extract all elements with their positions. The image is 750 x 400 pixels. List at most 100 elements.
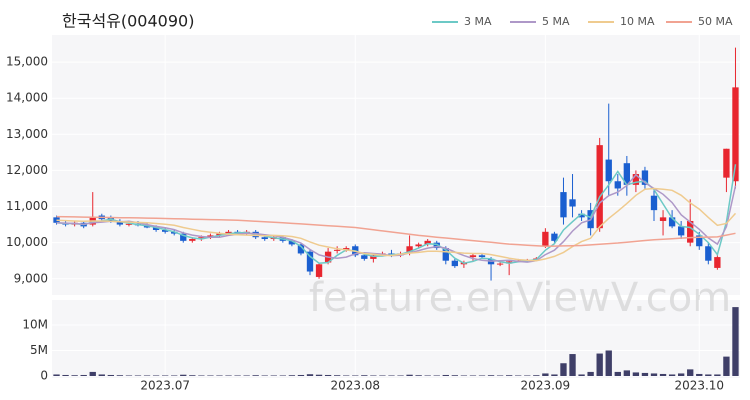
candle-body xyxy=(542,231,549,247)
volume-bar xyxy=(659,373,667,376)
volume-bar xyxy=(225,375,232,376)
candle-body xyxy=(677,226,685,236)
volume-bar xyxy=(397,375,404,376)
candle-body xyxy=(171,231,178,234)
candle-body xyxy=(659,217,667,221)
volume-bar xyxy=(288,375,296,376)
ma-line xyxy=(56,215,736,248)
volume-bar xyxy=(143,375,151,376)
volume-bar xyxy=(134,375,142,376)
volume-bar xyxy=(596,353,603,376)
volume-bar xyxy=(352,375,359,376)
candle-body xyxy=(288,240,296,245)
volume-bar xyxy=(125,375,133,376)
volume-bar xyxy=(687,369,694,376)
x-tick-label: 2023.10 xyxy=(674,379,724,393)
volume-bar xyxy=(614,371,621,376)
legend-label: 3 MA xyxy=(464,15,492,28)
volume-panel xyxy=(52,300,740,378)
candle-body xyxy=(333,249,341,251)
candle-body xyxy=(152,227,160,230)
candle-body xyxy=(560,192,567,218)
candle-body xyxy=(623,163,631,185)
volume-bar xyxy=(62,374,69,376)
volume-bar xyxy=(469,375,477,376)
candle-body xyxy=(551,233,558,241)
volume-bar xyxy=(533,375,540,376)
volume-bar xyxy=(587,371,594,376)
volume-bar xyxy=(297,374,305,376)
volume-bar xyxy=(315,374,323,376)
candle-body xyxy=(161,230,169,232)
volume-bar xyxy=(189,375,196,376)
candle-body xyxy=(442,248,449,261)
candle-body xyxy=(406,246,413,254)
watermark: feature.enViewV.com xyxy=(309,275,731,321)
x-tick-label: 2023.09 xyxy=(521,379,571,393)
volume-bar xyxy=(641,372,649,376)
candle-body xyxy=(668,217,676,227)
candle-body xyxy=(216,233,223,236)
y2-tick-label: 0 xyxy=(40,369,48,383)
volume-bar xyxy=(361,375,368,376)
volume-bar xyxy=(53,374,60,376)
volume-bar xyxy=(677,373,685,376)
volume-bar xyxy=(705,374,712,376)
x-tick-label: 2023.07 xyxy=(140,379,190,393)
volume-bar xyxy=(80,374,87,376)
volume-bar xyxy=(578,374,585,376)
ma-line xyxy=(56,187,737,262)
volume-bar xyxy=(198,375,205,376)
volume-bar xyxy=(515,375,522,376)
candle-body xyxy=(315,264,323,277)
candle-body xyxy=(723,148,730,178)
candle-body xyxy=(433,242,440,249)
candle-body xyxy=(605,159,612,182)
volume-bar xyxy=(605,350,612,376)
candle-body xyxy=(478,255,486,258)
volume-bar xyxy=(216,375,223,376)
y-tick-label: 11,000 xyxy=(6,199,48,213)
y-tick-label: 12,000 xyxy=(6,163,48,177)
volume-bar xyxy=(89,371,96,376)
volume-bar xyxy=(505,375,513,376)
volume-bar xyxy=(723,356,730,376)
candle-body xyxy=(361,255,368,259)
volume-bar xyxy=(333,375,341,376)
volume-bar xyxy=(107,374,115,376)
volume-bar xyxy=(560,363,567,376)
volume-bar xyxy=(370,375,377,376)
y2-tick-label: 10M xyxy=(22,317,48,331)
volume-bar xyxy=(116,375,124,376)
volume-bar xyxy=(442,374,449,376)
y-tick-label: 15,000 xyxy=(6,55,48,69)
volume-bar xyxy=(478,375,486,376)
x-tick-label: 2023.08 xyxy=(330,379,380,393)
candle-body xyxy=(496,263,504,265)
volume-bar xyxy=(306,374,314,376)
volume-bar xyxy=(161,375,169,376)
volume-bar xyxy=(551,374,558,376)
volume-bar xyxy=(714,374,721,376)
volume-bar xyxy=(71,375,78,376)
volume-bar xyxy=(180,374,187,376)
volume-bar xyxy=(171,375,178,376)
volume-bar xyxy=(415,375,422,376)
volume-bar xyxy=(388,375,395,376)
volume-bar xyxy=(487,375,495,376)
volume-bar xyxy=(152,375,160,376)
legend-label: 5 MA xyxy=(542,15,570,28)
candle-body xyxy=(415,244,422,247)
chart-title: 한국석유(004090) xyxy=(62,12,194,31)
y-tick-label: 10,000 xyxy=(6,235,48,249)
volume-bar xyxy=(524,375,531,376)
volume-bar xyxy=(234,375,241,376)
volume-bar xyxy=(623,370,631,376)
volume-bar xyxy=(696,373,703,376)
legend: 3 MA 5 MA 10 MA 50 MA xyxy=(432,15,733,28)
candle-body xyxy=(225,231,232,234)
volume-bar xyxy=(207,375,214,376)
candle-body xyxy=(207,235,214,238)
candle-body xyxy=(451,260,459,267)
volume-bar xyxy=(98,374,105,376)
